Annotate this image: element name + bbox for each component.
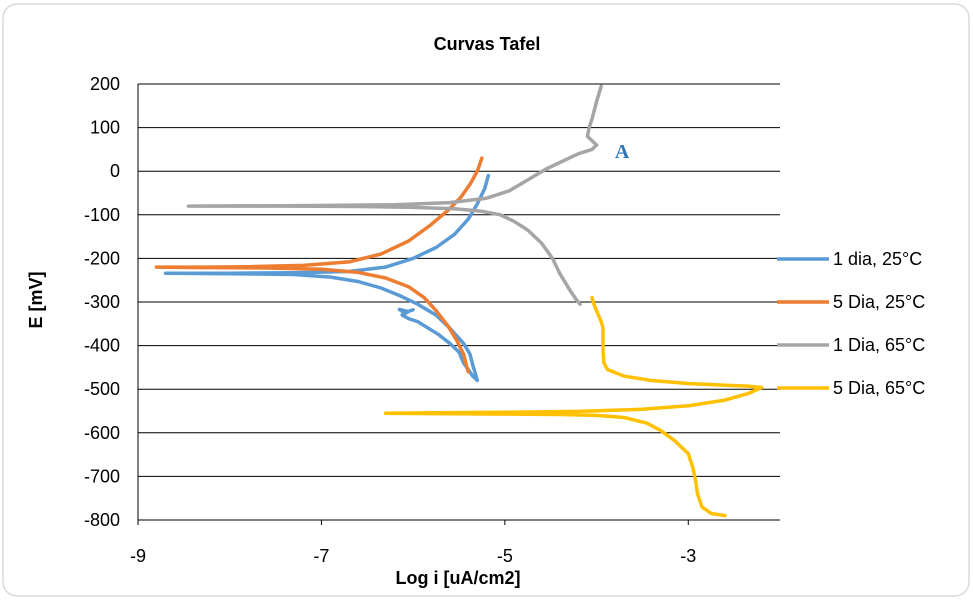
series-line-4 <box>383 295 764 518</box>
x-tick-label: -3 <box>680 546 696 566</box>
y-tick-label: -500 <box>84 379 120 399</box>
legend: 1 dia, 25°C 5 Dia, 25°C 1 Dia, 65°C 5 Dia, … <box>777 249 925 398</box>
series-line-3 <box>186 84 603 306</box>
y-tick-label: -200 <box>84 248 120 268</box>
x-tick-label: -5 <box>497 546 513 566</box>
annotation-label: A <box>615 141 630 163</box>
legend-label-3: 1 Dia, 65°C <box>833 335 925 355</box>
series-line-2 <box>154 156 484 374</box>
series-line-1 <box>163 173 491 383</box>
y-tick-label: -700 <box>84 466 120 486</box>
y-tick-label: -400 <box>84 336 120 356</box>
series-lines <box>154 84 764 518</box>
chart-title: Curvas Tafel <box>434 34 541 54</box>
x-axis-title: Log i [uA/cm2] <box>396 568 521 588</box>
y-tick-label: -100 <box>84 205 120 225</box>
axes <box>137 84 780 521</box>
legend-label-2: 5 Dia, 25°C <box>833 292 925 312</box>
y-tick-label: 200 <box>90 74 120 94</box>
y-tick-label: -600 <box>84 423 120 443</box>
y-tick-labels: 200 100 0 -100 -200 -300 -400 -500 -600 -700 -800 <box>84 74 120 530</box>
x-tick-labels: -9 -7 -5 -3 <box>130 520 696 566</box>
chart-border <box>2 3 970 597</box>
y-tick-label: -300 <box>84 292 120 312</box>
y-tick-label: 0 <box>110 161 120 181</box>
legend-label-4: 5 Dia, 65°C <box>833 378 925 398</box>
y-tick-label: -800 <box>84 510 120 530</box>
x-tick-label: -7 <box>313 546 329 566</box>
y-axis-title: E [mV] <box>26 271 46 328</box>
y-tick-label: 100 <box>90 118 120 138</box>
gridlines <box>138 83 780 477</box>
x-tick-label: -9 <box>130 546 146 566</box>
legend-label-1: 1 dia, 25°C <box>833 249 922 269</box>
